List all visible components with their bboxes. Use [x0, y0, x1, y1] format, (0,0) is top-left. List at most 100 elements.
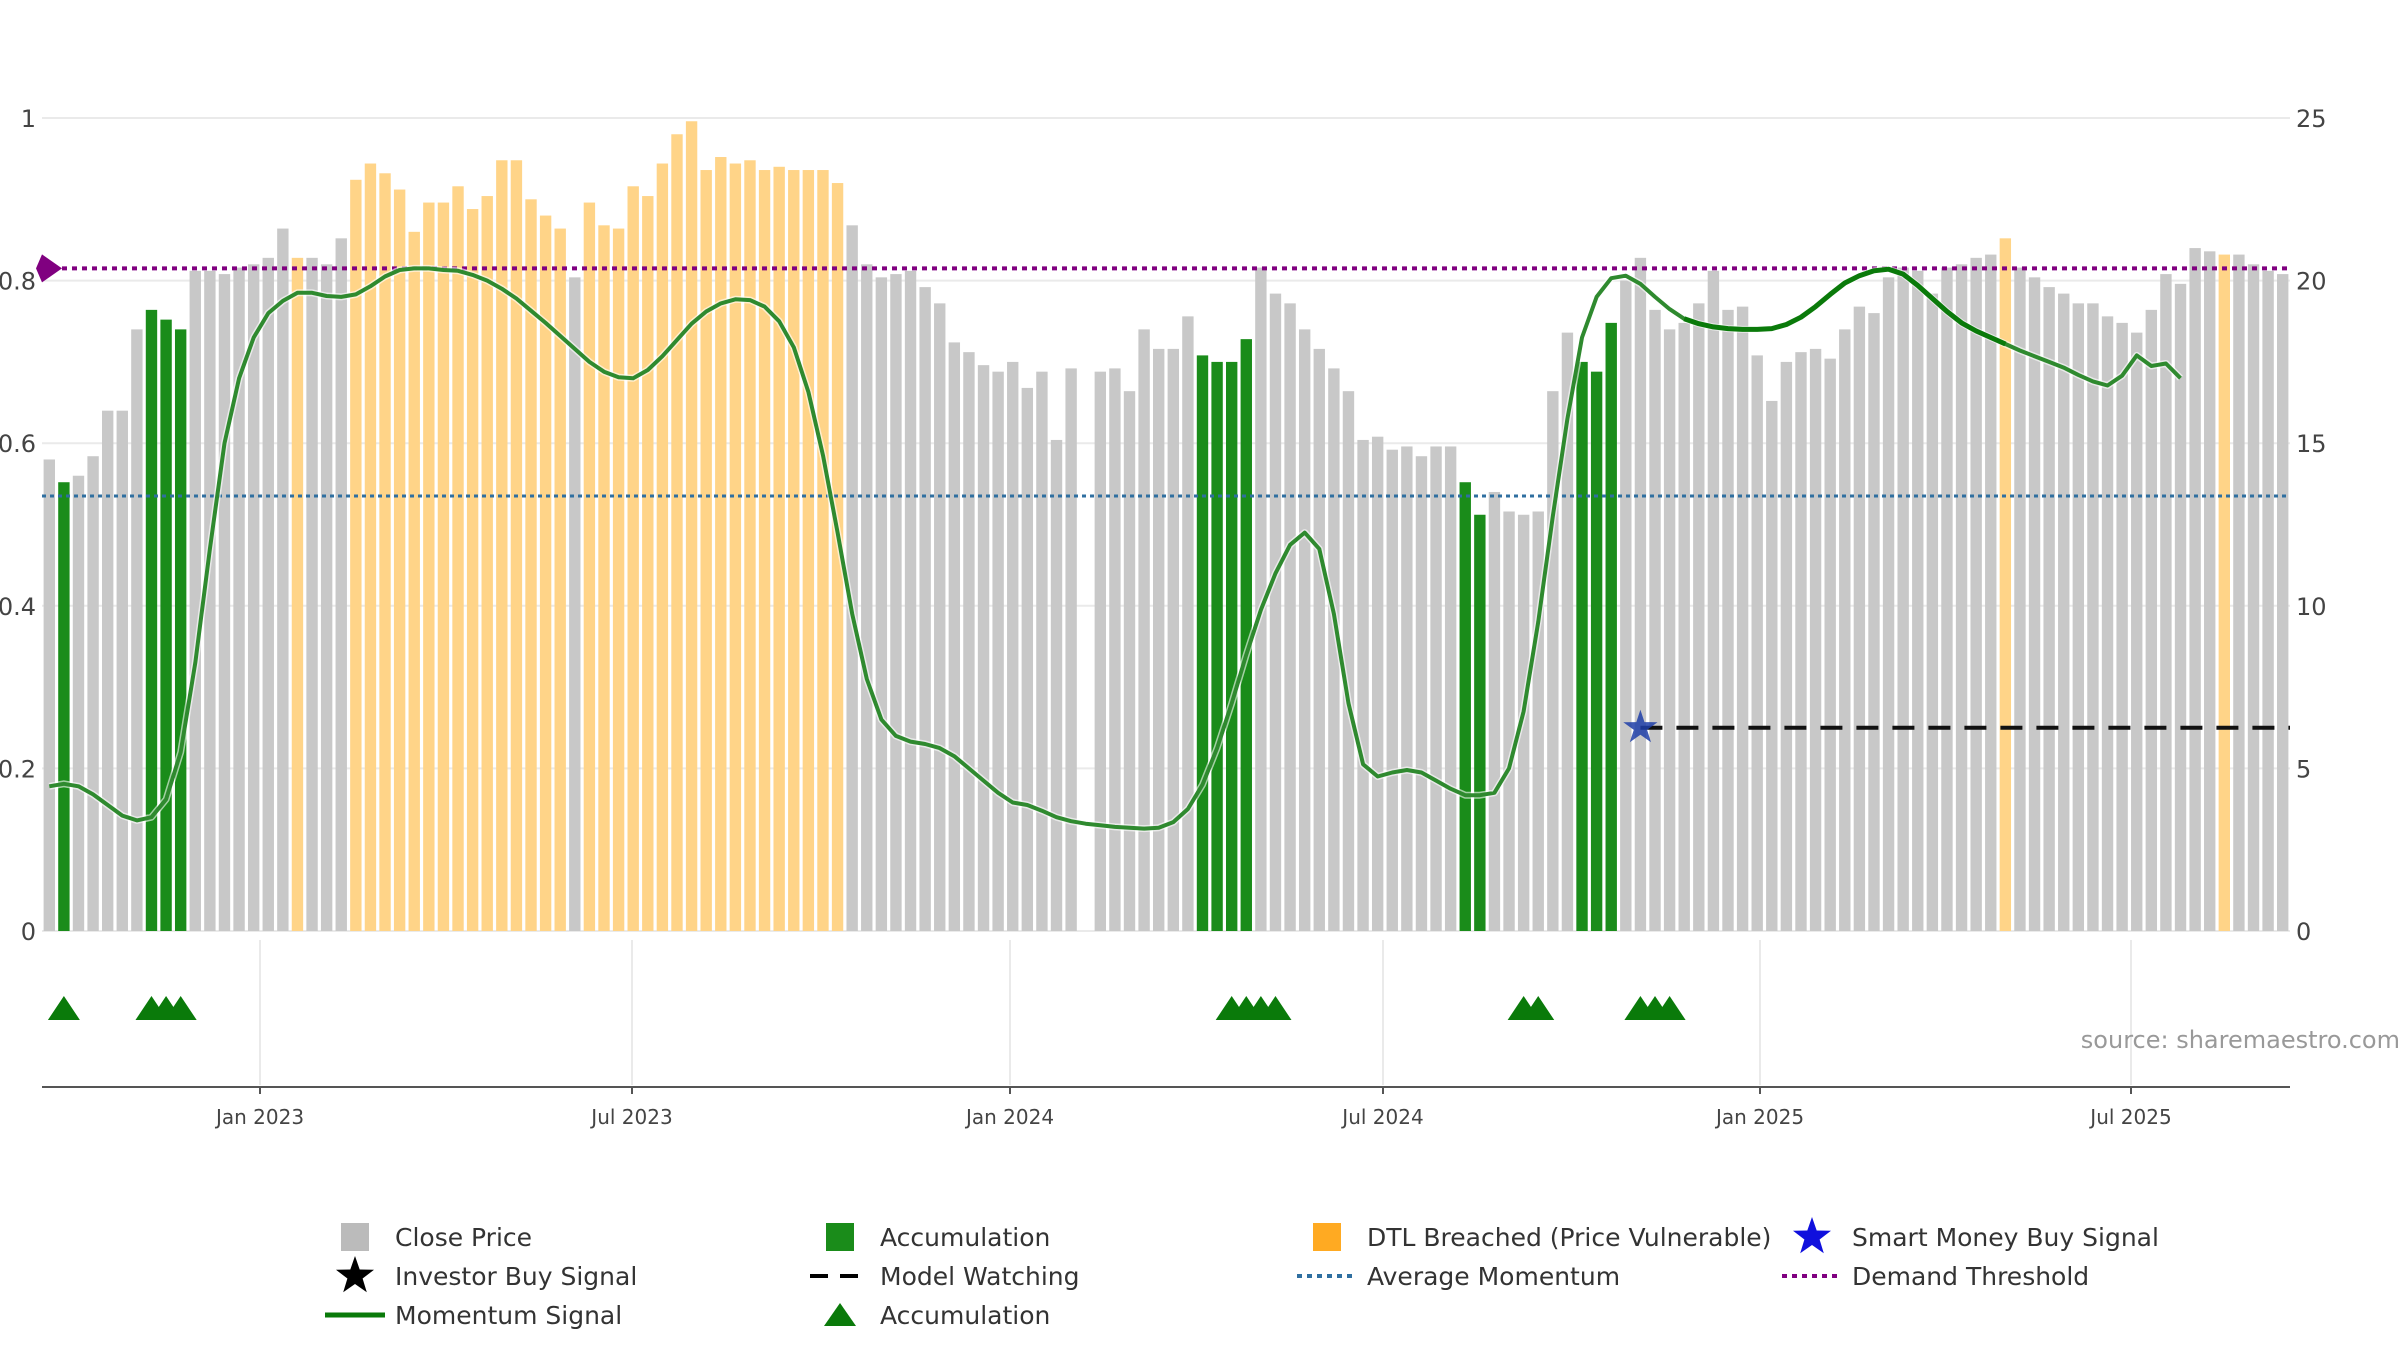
price-bar — [1868, 313, 1880, 931]
price-bar — [247, 264, 260, 932]
price-bar — [1576, 361, 1588, 931]
price-bar — [1751, 355, 1763, 931]
price-bar — [43, 459, 55, 931]
x-tick-label: Jan 2023 — [214, 1105, 304, 1129]
source-note: source: sharemaestro.com — [2081, 1026, 2400, 1054]
price-bar — [481, 196, 493, 932]
price-bar — [1926, 293, 1939, 931]
price-bars — [43, 121, 2289, 932]
y-left-tick-label: 0.6 — [0, 430, 36, 458]
price-bar — [1532, 511, 1544, 931]
price-bar — [1722, 309, 1734, 931]
price-bar — [131, 329, 143, 931]
price-bar — [233, 267, 245, 931]
price-bar — [700, 170, 712, 932]
price-bar — [2218, 254, 2231, 932]
price-bar — [1401, 446, 1413, 931]
price-bar — [1138, 329, 1150, 931]
price-bar — [1328, 368, 1340, 931]
price-bar — [160, 319, 172, 931]
price-bar — [1255, 267, 1267, 931]
price-bar — [1970, 257, 1982, 931]
price-bar — [1065, 368, 1077, 931]
price-bar — [861, 264, 873, 932]
price-bar — [1663, 329, 1676, 931]
price-bar — [1561, 332, 1574, 932]
price-bar — [116, 410, 128, 931]
price-bar — [1021, 387, 1034, 931]
price-bar — [1474, 514, 1486, 931]
price-bar — [1182, 316, 1194, 931]
price-bar — [218, 274, 231, 931]
legend-label: Momentum Signal — [395, 1301, 622, 1330]
price-bar — [2262, 270, 2274, 931]
price-bar — [1430, 446, 1442, 931]
price-bar — [1649, 309, 1661, 931]
price-bar — [831, 183, 844, 932]
price-bar — [1036, 371, 1048, 931]
price-bar — [174, 329, 187, 931]
legend-swatch — [1313, 1223, 1341, 1251]
legend-label: Close Price — [395, 1223, 532, 1252]
price-bar — [510, 160, 523, 931]
x-tick-label: Jul 2024 — [1340, 1105, 1423, 1129]
price-bar — [2028, 277, 2041, 931]
price-bar — [1298, 329, 1311, 931]
price-bar — [496, 160, 508, 931]
price-bar — [2189, 248, 2201, 931]
price-bar — [846, 225, 858, 932]
price-bar — [1678, 322, 1690, 932]
x-tick-label: Jan 2024 — [964, 1105, 1054, 1129]
indicator-lines — [36, 254, 2290, 833]
grid-lines — [42, 117, 2290, 1085]
price-bar — [963, 352, 975, 931]
price-bar — [554, 228, 566, 931]
price-bar — [1488, 491, 1501, 931]
legend-label: Investor Buy Signal — [395, 1262, 637, 1291]
price-bar — [408, 231, 420, 931]
legend-label: Smart Money Buy Signal — [1852, 1223, 2159, 1252]
price-bar — [773, 166, 785, 931]
price-bar — [992, 371, 1004, 931]
price-bar — [1795, 352, 1807, 931]
accumulation-triangle — [1522, 996, 1555, 1020]
price-bar — [788, 170, 800, 932]
price-bar — [72, 475, 85, 931]
price-bar — [802, 170, 815, 932]
price-bar — [350, 179, 362, 932]
price-bar — [875, 277, 888, 931]
price-bar — [189, 270, 201, 931]
price-bar — [715, 157, 727, 932]
price-bar — [277, 228, 289, 931]
price-bar — [2247, 264, 2260, 932]
momentum-signal-strong — [1683, 266, 2007, 347]
price-bar — [2116, 322, 2128, 932]
price-bar — [364, 163, 377, 931]
price-bar — [919, 287, 931, 931]
price-bar — [758, 170, 771, 932]
price-bar — [1211, 361, 1223, 931]
price-bar — [2277, 274, 2289, 931]
price-bar — [1342, 391, 1355, 932]
price-bar — [890, 274, 902, 931]
price-bar — [642, 196, 654, 932]
smart-money-buy-star — [1623, 709, 1658, 743]
price-bar — [1503, 511, 1515, 931]
legend-swatch — [341, 1223, 369, 1251]
legend-star-icon — [1793, 1217, 1831, 1254]
legend-label: Accumulation — [880, 1301, 1050, 1330]
price-bar — [1371, 436, 1384, 931]
price-bar — [393, 189, 406, 931]
chart-legend: Close Price Accumulation DTL Breached (Pri… — [325, 1217, 2159, 1330]
accumulation-triangle — [1653, 996, 1686, 1020]
y-right-tick-label: 0 — [2296, 918, 2311, 946]
price-bar — [335, 238, 347, 932]
price-bar — [1240, 339, 1252, 931]
accumulation-triangle — [1259, 996, 1292, 1020]
price-bar — [1444, 446, 1457, 931]
price-bar — [1999, 238, 2012, 932]
price-bar — [598, 225, 610, 932]
price-bar — [1269, 293, 1282, 931]
